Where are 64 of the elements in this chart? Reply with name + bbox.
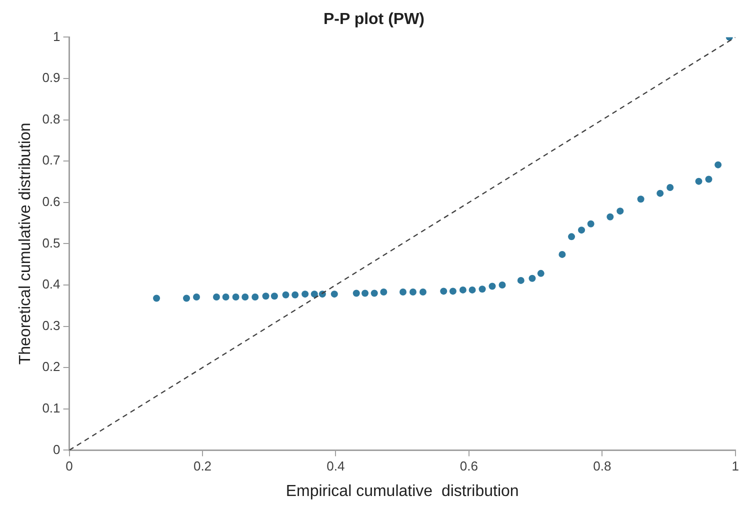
point [242,293,249,300]
point [558,250,566,258]
point [212,293,220,300]
point [362,290,369,297]
point [252,293,259,300]
y-tick-label: 0.3 [42,318,60,333]
y-tick-label: 0 [53,442,60,457]
point [232,293,240,300]
y-tick-label: 0.8 [42,111,60,126]
point [537,270,544,277]
point [270,292,278,300]
point [440,288,448,295]
point [656,190,664,197]
x-tick-label: 0.6 [460,458,478,474]
point [568,233,576,240]
point [380,288,388,296]
y-tick-label: 0.4 [42,276,60,292]
point [616,208,624,215]
point [528,274,536,282]
point [292,291,299,298]
point [399,288,406,296]
point [488,282,496,290]
point [606,213,614,220]
point [419,288,426,296]
point [705,176,712,183]
point [409,288,416,296]
x-axis-title: Empirical cumulative distribution [286,482,519,500]
y-tick-label: 0.9 [42,70,60,86]
y-tick-label: 0.5 [42,235,60,250]
x-tick-label: 0.2 [193,458,212,474]
point [578,226,586,234]
point [637,196,644,203]
point [587,220,594,228]
point [517,276,524,284]
chart-title: P-P plot (PW) [323,11,425,28]
point [222,293,230,300]
point [153,294,160,302]
y-tick-label: 1 [53,28,60,44]
point [352,290,360,297]
point [193,293,200,300]
point [478,286,486,293]
point [666,184,674,192]
point [282,291,290,298]
point [695,178,702,185]
point [468,286,476,294]
point [330,290,338,298]
point [302,290,309,298]
point [714,161,722,168]
point [449,288,456,295]
point [498,282,506,288]
y-tick-label: 0.6 [42,194,60,209]
x-tick-label: 0.4 [326,458,345,474]
x-tick-label: 0.8 [593,458,612,474]
point [310,290,318,298]
x-tick-label: 1 [732,458,739,474]
y-tick-label: 0.7 [42,152,60,168]
x-tick-label: 0 [66,458,73,474]
y-tick-label: 0.2 [42,359,60,374]
y-axis-title: Theoretical cumulative distribution [17,122,34,365]
point [459,286,466,294]
point [262,292,270,300]
y-tick-label: 0.1 [42,400,60,416]
point [370,290,378,297]
point [183,294,190,302]
